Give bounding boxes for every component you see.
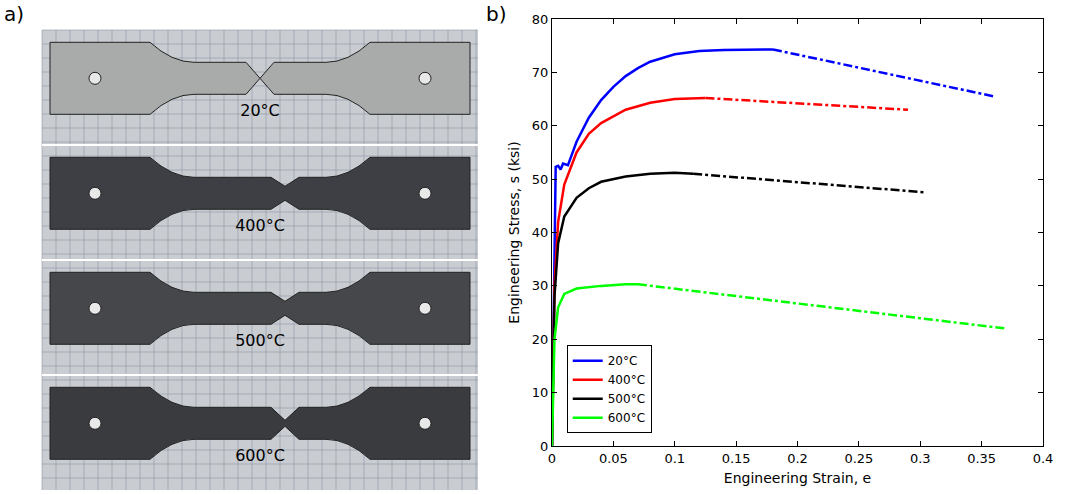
svg-text:70: 70 (532, 65, 549, 80)
svg-text:30: 30 (532, 278, 549, 293)
svg-text:0.25: 0.25 (844, 451, 873, 466)
svg-text:0: 0 (540, 439, 548, 454)
svg-text:0.3: 0.3 (910, 451, 931, 466)
svg-text:0.1: 0.1 (664, 451, 685, 466)
html-text:b): b) (486, 2, 507, 26)
svg-text:0.15: 0.15 (722, 451, 751, 466)
svg-text:40: 40 (532, 225, 549, 240)
svg-text:500°C: 500°C (235, 331, 285, 350)
svg-text:600°C: 600°C (608, 411, 645, 425)
svg-text:0.4: 0.4 (1033, 451, 1054, 466)
svg-text:20: 20 (532, 332, 549, 347)
svg-text:400°C: 400°C (235, 216, 285, 235)
svg-text:400°C: 400°C (608, 373, 645, 387)
svg-text:0.35: 0.35 (967, 451, 996, 466)
svg-text:600°C: 600°C (235, 446, 285, 465)
svg-text:500°C: 500°C (608, 392, 645, 406)
svg-text:10: 10 (532, 385, 549, 400)
svg-text:60: 60 (532, 118, 549, 133)
svg-text:Engineering Strain, e: Engineering Strain, e (724, 470, 871, 486)
html-text:a): a) (4, 2, 25, 26)
svg-text:0.2: 0.2 (787, 451, 808, 466)
svg-text:Engineering Stress, s (ksi): Engineering Stress, s (ksi) (506, 141, 522, 323)
svg-text:20°C: 20°C (240, 101, 280, 120)
svg-text:50: 50 (532, 172, 549, 187)
svg-text:80: 80 (532, 12, 549, 27)
svg-text:20°C: 20°C (608, 354, 638, 368)
svg-text:0: 0 (548, 451, 556, 466)
svg-text:0.05: 0.05 (599, 451, 628, 466)
